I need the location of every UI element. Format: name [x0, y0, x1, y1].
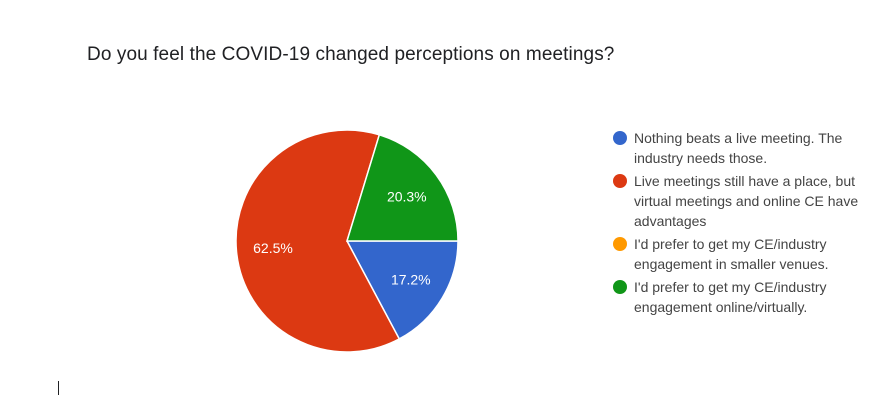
legend-item[interactable]: I'd prefer to get my CE/industry engagem…: [613, 234, 883, 274]
legend-label: Live meetings still have a place, but vi…: [634, 173, 859, 229]
legend-label: Nothing beats a live meeting. The indust…: [634, 130, 843, 166]
legend-swatch-icon: [613, 237, 627, 251]
legend-swatch-icon: [613, 174, 627, 188]
legend-swatch-icon: [613, 280, 627, 294]
pie-slice-1[interactable]: [235, 129, 401, 353]
legend-label: I'd prefer to get my CE/industry engagem…: [634, 236, 829, 272]
pie-slice-label-3: 20.3%: [387, 189, 427, 205]
pie-slice-0[interactable]: [345, 240, 459, 340]
legend-item[interactable]: Live meetings still have a place, but vi…: [613, 171, 883, 231]
legend-item[interactable]: Nothing beats a live meeting. The indust…: [613, 128, 883, 168]
pie-slice-labels: 17.2% 62.5% 20.3%: [253, 189, 431, 288]
pie-slices: [235, 129, 459, 353]
legend-label: I'd prefer to get my CE/industry engagem…: [634, 279, 827, 315]
pie-slice-label-0: 17.2%: [391, 271, 431, 287]
text-cursor: [58, 381, 59, 395]
chart-legend: Nothing beats a live meeting. The indust…: [613, 128, 883, 320]
legend-swatch-icon: [613, 131, 627, 145]
chart-title: Do you feel the COVID-19 changed percept…: [87, 44, 615, 65]
legend-item[interactable]: I'd prefer to get my CE/industry engagem…: [613, 277, 883, 317]
pie-slice-label-1: 62.5%: [253, 240, 293, 256]
pie-slice-3[interactable]: [345, 133, 459, 242]
